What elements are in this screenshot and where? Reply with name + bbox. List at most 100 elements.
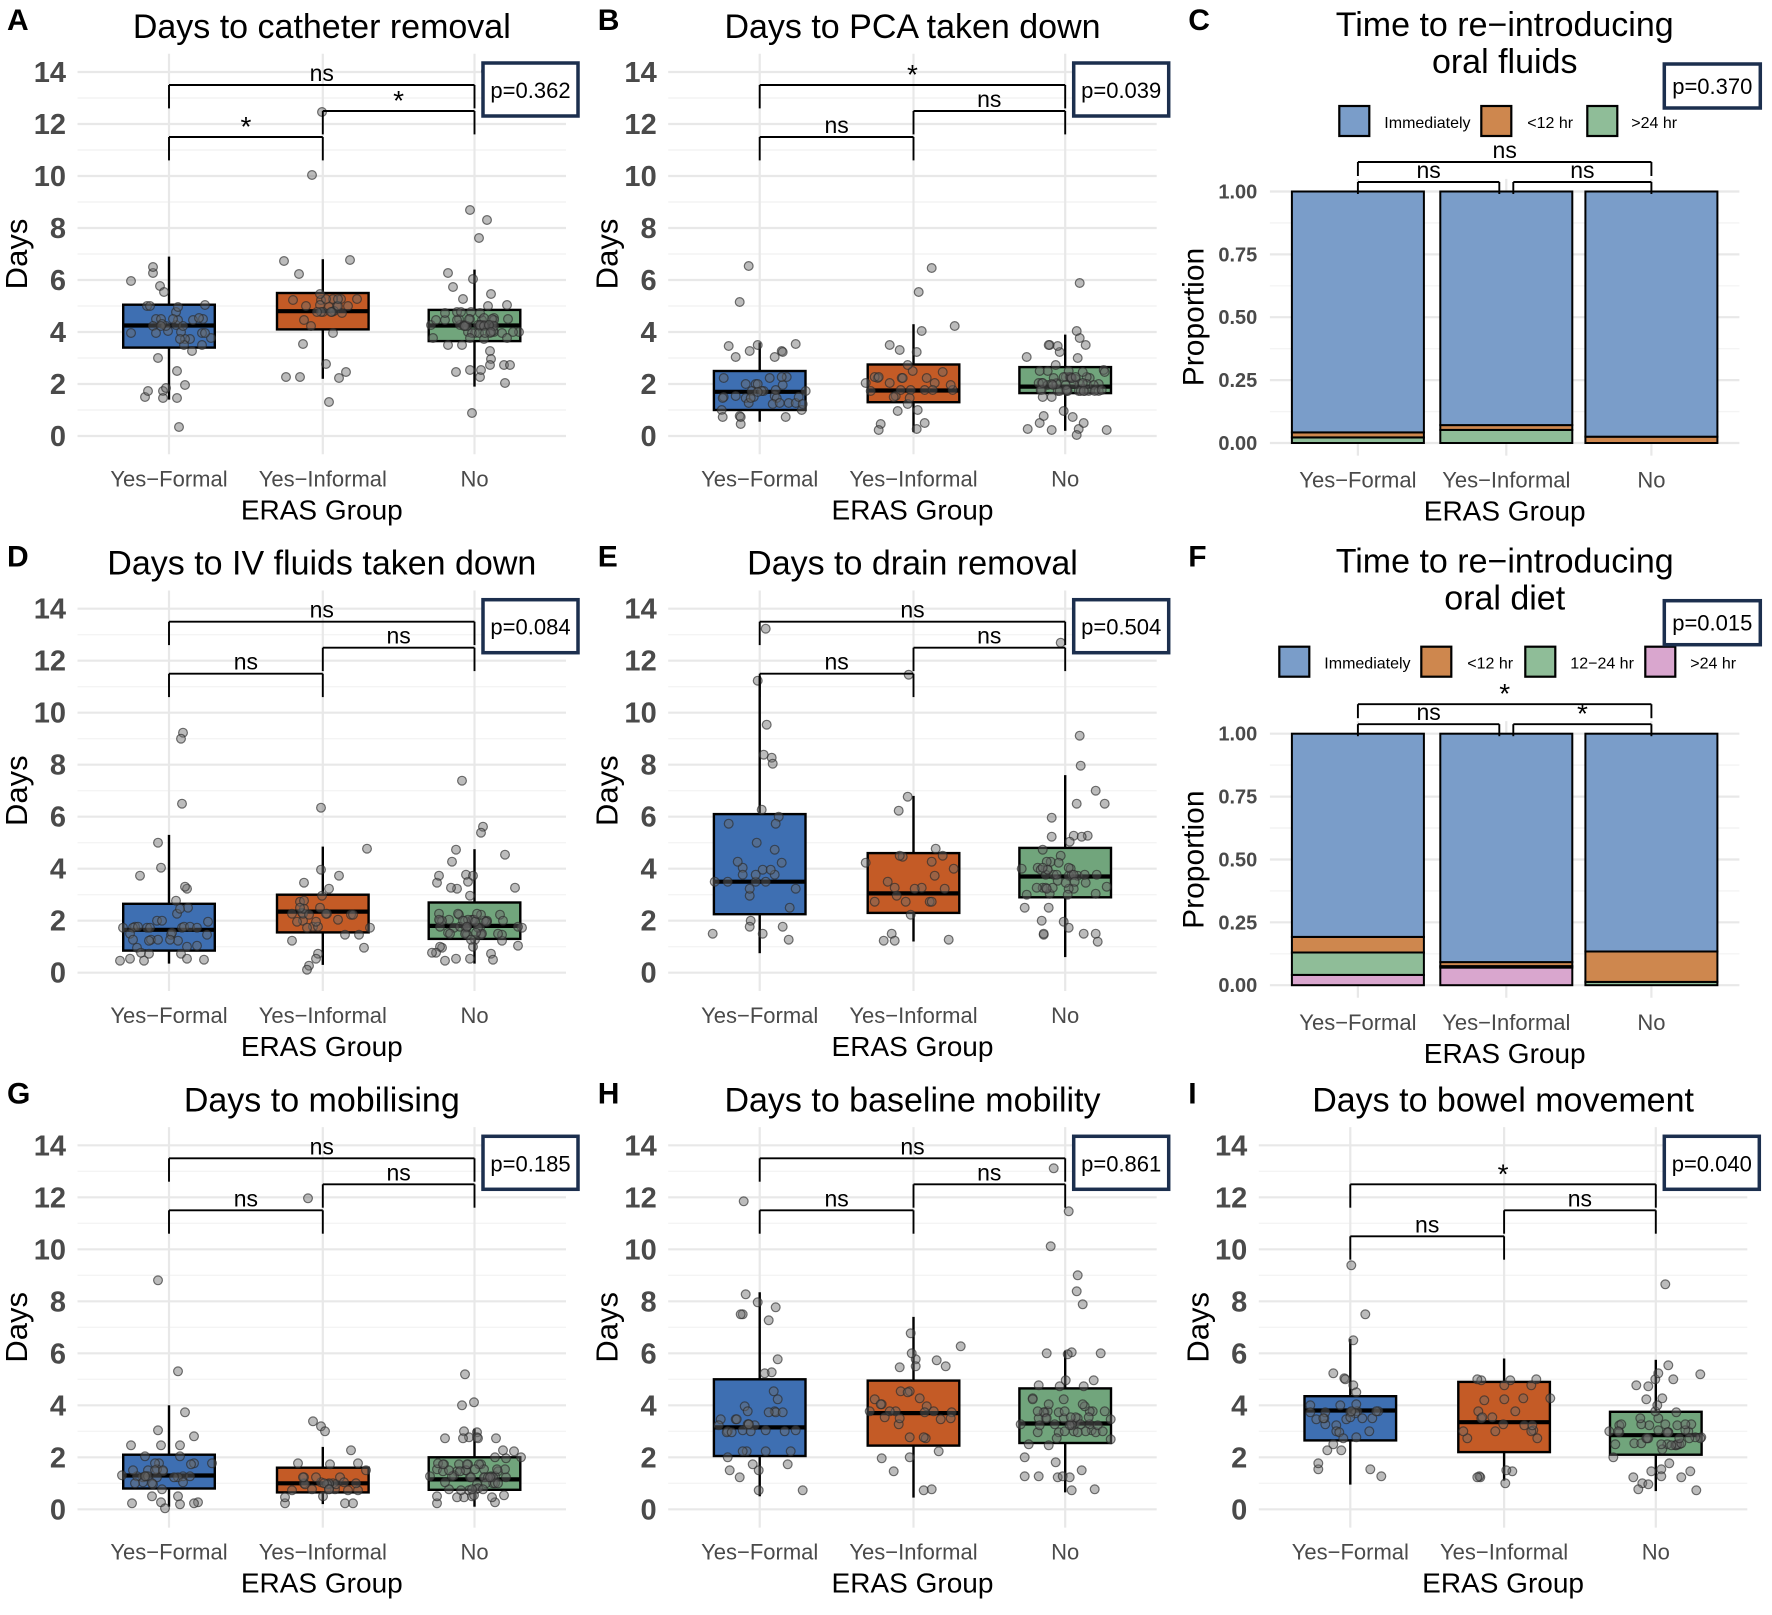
- svg-text:2: 2: [641, 1442, 657, 1474]
- svg-text:0: 0: [50, 421, 66, 453]
- svg-text:>24 hr: >24 hr: [1690, 656, 1736, 673]
- svg-text:D: D: [7, 541, 29, 574]
- svg-text:10: 10: [624, 1234, 656, 1266]
- svg-text:Days: Days: [0, 219, 34, 290]
- svg-text:No: No: [1051, 1540, 1079, 1565]
- svg-text:No: No: [460, 1003, 488, 1028]
- svg-text:Days: Days: [0, 755, 34, 826]
- svg-text:1.00: 1.00: [1218, 724, 1257, 746]
- svg-text:2: 2: [1231, 1442, 1247, 1474]
- svg-text:ns: ns: [386, 623, 410, 649]
- svg-text:p=0.861: p=0.861: [1081, 1151, 1161, 1176]
- svg-text:0.25: 0.25: [1218, 370, 1257, 392]
- svg-text:12: 12: [624, 109, 656, 141]
- svg-text:<12 hr: <12 hr: [1527, 115, 1573, 132]
- svg-text:Days to catheter removal: Days to catheter removal: [133, 8, 511, 46]
- svg-text:*: *: [907, 59, 918, 90]
- svg-text:6: 6: [641, 265, 657, 297]
- svg-text:Proportion: Proportion: [1177, 248, 1210, 386]
- svg-text:oral fluids: oral fluids: [1432, 43, 1578, 81]
- svg-text:12: 12: [34, 109, 66, 141]
- svg-text:ERAS Group: ERAS Group: [241, 1031, 403, 1062]
- svg-text:2: 2: [641, 906, 657, 938]
- svg-text:ERAS Group: ERAS Group: [1424, 1038, 1586, 1069]
- svg-text:p=0.084: p=0.084: [490, 615, 570, 640]
- svg-text:Yes−Informal: Yes−Informal: [1442, 468, 1570, 493]
- svg-text:p=0.362: p=0.362: [490, 78, 570, 103]
- svg-text:ns: ns: [900, 597, 924, 623]
- svg-text:4: 4: [50, 1390, 66, 1422]
- svg-text:10: 10: [34, 1234, 66, 1266]
- svg-text:ns: ns: [1568, 1185, 1592, 1211]
- svg-text:12: 12: [624, 646, 656, 678]
- svg-text:0: 0: [641, 1494, 657, 1526]
- svg-text:14: 14: [624, 1130, 656, 1162]
- svg-text:H: H: [598, 1077, 620, 1110]
- svg-text:No: No: [460, 466, 488, 491]
- svg-text:4: 4: [641, 1390, 657, 1422]
- svg-text:ns: ns: [977, 86, 1001, 112]
- svg-text:10: 10: [624, 161, 656, 193]
- svg-text:Yes−Formal: Yes−Formal: [1299, 468, 1416, 493]
- svg-text:2: 2: [50, 369, 66, 401]
- svg-text:8: 8: [641, 750, 657, 782]
- svg-text:*: *: [1499, 678, 1510, 709]
- svg-text:ns: ns: [386, 1159, 410, 1185]
- svg-text:p=0.039: p=0.039: [1081, 78, 1161, 103]
- svg-text:ERAS Group: ERAS Group: [241, 494, 403, 525]
- svg-text:8: 8: [1231, 1286, 1247, 1318]
- svg-text:No: No: [1642, 1540, 1670, 1565]
- svg-text:14: 14: [624, 57, 656, 89]
- svg-text:Proportion: Proportion: [1177, 790, 1210, 928]
- svg-text:ERAS Group: ERAS Group: [1422, 1568, 1584, 1599]
- svg-text:E: E: [598, 541, 618, 574]
- svg-text:ERAS Group: ERAS Group: [832, 1031, 994, 1062]
- svg-text:2: 2: [641, 369, 657, 401]
- svg-text:1.00: 1.00: [1218, 182, 1257, 204]
- svg-text:14: 14: [34, 1130, 66, 1162]
- svg-text:10: 10: [34, 698, 66, 730]
- svg-text:Yes−Formal: Yes−Formal: [701, 1540, 818, 1565]
- svg-text:0: 0: [1231, 1494, 1247, 1526]
- svg-text:*: *: [1577, 698, 1588, 729]
- svg-text:ns: ns: [977, 623, 1001, 649]
- svg-text:p=0.015: p=0.015: [1672, 611, 1752, 636]
- svg-text:ns: ns: [1416, 699, 1440, 725]
- svg-text:12: 12: [34, 1182, 66, 1214]
- svg-text:Yes−Formal: Yes−Formal: [110, 1003, 227, 1028]
- svg-text:Days: Days: [0, 1292, 34, 1363]
- svg-text:Time to re−introducing: Time to re−introducing: [1336, 6, 1674, 44]
- svg-text:14: 14: [34, 594, 66, 626]
- svg-text:0.75: 0.75: [1218, 244, 1257, 266]
- svg-text:8: 8: [50, 1286, 66, 1318]
- svg-text:F: F: [1188, 541, 1206, 574]
- svg-text:0.25: 0.25: [1218, 912, 1257, 934]
- svg-text:6: 6: [50, 802, 66, 834]
- svg-text:4: 4: [1231, 1390, 1247, 1422]
- svg-text:14: 14: [624, 594, 656, 626]
- svg-text:ns: ns: [824, 649, 848, 675]
- svg-text:No: No: [1637, 1010, 1665, 1035]
- svg-text:ERAS Group: ERAS Group: [1424, 496, 1586, 527]
- svg-text:0.50: 0.50: [1218, 850, 1257, 872]
- svg-text:Days: Days: [1180, 1292, 1215, 1363]
- svg-text:Days to drain removal: Days to drain removal: [747, 545, 1078, 583]
- svg-text:10: 10: [624, 698, 656, 730]
- svg-text:ns: ns: [977, 1159, 1001, 1185]
- svg-text:No: No: [1051, 1003, 1079, 1028]
- svg-text:0: 0: [50, 958, 66, 990]
- svg-text:2: 2: [50, 1442, 66, 1474]
- svg-text:0: 0: [641, 421, 657, 453]
- svg-text:Yes−Formal: Yes−Formal: [110, 1540, 227, 1565]
- svg-text:Yes−Informal: Yes−Informal: [849, 466, 977, 491]
- svg-text:14: 14: [1215, 1130, 1247, 1162]
- svg-text:p=0.370: p=0.370: [1672, 74, 1752, 99]
- svg-text:ns: ns: [1416, 157, 1440, 183]
- svg-text:No: No: [1637, 468, 1665, 493]
- svg-text:ns: ns: [824, 1185, 848, 1211]
- svg-text:0.50: 0.50: [1218, 307, 1257, 329]
- svg-text:0.75: 0.75: [1218, 787, 1257, 809]
- svg-text:No: No: [1051, 466, 1079, 491]
- svg-text:Time to re−introducing: Time to re−introducing: [1336, 543, 1674, 581]
- svg-text:Yes−Formal: Yes−Formal: [701, 466, 818, 491]
